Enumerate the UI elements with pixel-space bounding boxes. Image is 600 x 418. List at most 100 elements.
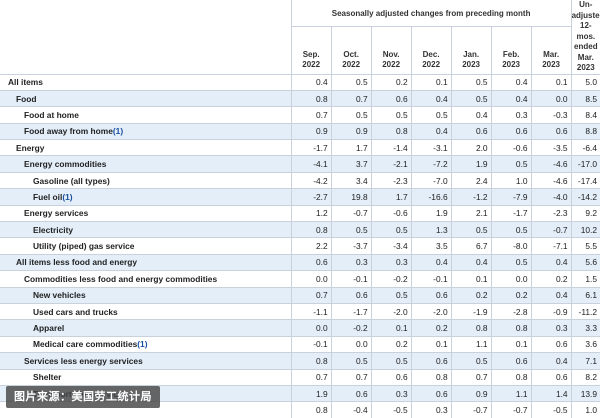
value-cell: 0.4 [490,89,532,107]
value-cell: 0.8 [290,89,332,107]
footnote-link[interactable]: (1) [137,339,148,350]
row-label: Food away from home(1) [0,122,292,140]
value-cell: 2.4 [450,171,492,189]
table-row: Food away from home(1) 0.9 0.9 0.8 0.4 0.6 0.6… [0,122,600,140]
value-cell-12mo: -6.4 [570,139,600,156]
value-cell-12mo: 8.2 [570,368,600,386]
value-cell: -2.3 [370,171,412,189]
value-cell: 0.8 [450,319,492,337]
value-cell: 0.6 [450,122,492,140]
value-cell-12mo: 8.8 [570,122,600,140]
month-header-month: Feb. [502,49,520,59]
value-cell: 0.8 [290,352,332,370]
value-cell: 0.9 [290,122,332,140]
value-cell: 0.0 [290,319,332,337]
footnote-link[interactable]: (1) [62,191,73,202]
value-cell: -0.2 [370,270,412,288]
value-cell: 0.7 [330,89,372,107]
value-cell: 0.2 [530,270,572,288]
table-row: New vehicles 0.7 0.6 0.5 0.6 0.2 0.2 0.4 6.1 [0,286,600,304]
row-label-text: New vehicles [33,290,86,301]
month-header: Sep. 2022 [290,26,332,74]
value-cell: 0.0 [330,335,372,353]
row-label-text: Apparel [33,323,65,334]
value-cell: -0.7 [530,221,572,238]
row-label: Commodities less food and energy commodi… [0,270,292,288]
value-cell: 0.2 [450,286,492,304]
value-cell: 0.5 [330,221,372,238]
month-header-month: Mar. [543,49,560,59]
value-cell: 1.9 [290,384,332,402]
table-row: Energy -1.7 1.7 -1.4 -3.1 2.0 -0.6 -3.5 -6.4 [0,139,600,156]
table-row: Gasoline (all types) -4.2 3.4 -2.3 -7.0 2.4 1.… [0,171,600,189]
row-label: Utility (piped) gas service [0,237,292,255]
table-row: Services less energy services 0.8 0.5 0.5 0.… [0,352,600,370]
value-cell: 0.6 [370,368,412,386]
row-label-text: Food at home [24,109,79,120]
row-label: Medical care commodities(1) [0,335,292,353]
value-cell: 0.3 [530,319,572,337]
value-cell: 0.1 [410,335,452,353]
value-cell-12mo: 7.1 [570,352,600,370]
table-row: Utility (piped) gas service 2.2 -3.7 -3.4 3.… [0,237,600,255]
value-cell-12mo: 5.5 [570,237,600,255]
value-cell: 0.7 [330,368,372,386]
row-label-text: Utility (piped) gas service [33,241,135,252]
value-cell: 0.5 [330,73,372,91]
value-cell: 19.8 [330,188,372,206]
table-row: Energy services 1.2 -0.7 -0.6 1.9 2.1 -1.7 -2.3… [0,204,600,222]
value-cell: 0.4 [410,122,452,140]
value-cell: 2.1 [450,204,492,222]
header-12mo-line: Mar. 2023 [576,52,595,73]
value-cell: 0.0 [530,89,572,107]
value-cell: 0.6 [530,122,572,140]
value-cell: 0.6 [530,335,572,353]
footnote-link[interactable]: (1) [112,126,124,137]
row-label: All items [0,73,292,91]
value-cell: 0.2 [370,73,412,91]
value-cell: 0.3 [410,401,452,418]
value-cell: 3.4 [330,171,372,189]
value-cell-12mo: 10.2 [570,221,600,238]
row-label-text: Food [16,93,37,104]
value-cell: 0.6 [410,352,452,370]
value-cell: 0.4 [530,352,572,370]
table-row: All items 0.4 0.5 0.2 0.1 0.5 0.4 0.1 5.0 [0,73,600,91]
value-cell: -2.0 [370,302,412,320]
value-cell: 0.2 [490,286,532,304]
value-cell: 0.1 [410,73,452,91]
value-cell: 0.3 [370,253,412,271]
row-label-text: Used cars and trucks [33,306,118,317]
month-header-month: Sep. [302,49,320,59]
month-header-year: 2022 [382,59,401,69]
month-header-year: 2022 [302,59,321,69]
value-cell-12mo: 5.0 [570,73,600,91]
value-cell: 0.7 [450,368,492,386]
value-cell: 0.5 [370,286,412,304]
row-label-text: Energy services [24,208,89,219]
table-row: Shelter 0.7 0.7 0.6 0.8 0.7 0.8 0.6 8.2 [0,368,600,386]
value-cell-12mo: 3.6 [570,335,600,353]
value-cell: -3.7 [330,237,372,255]
value-cell: -0.4 [330,401,372,418]
value-cell: 0.6 [410,384,452,402]
table-row: Food 0.8 0.7 0.6 0.4 0.5 0.4 0.0 8.5 [0,89,600,107]
value-cell: 0.4 [490,73,532,91]
value-cell: 0.2 [410,319,452,337]
value-cell-12mo: 3.3 [570,319,600,337]
value-cell-12mo: 8.5 [570,89,600,107]
value-cell-12mo: -14.2 [570,188,600,206]
value-cell: -2.3 [530,204,572,222]
month-header-year: 2023 [462,59,480,69]
table-body: All items 0.4 0.5 0.2 0.1 0.5 0.4 0.1 5.0 Food 0.8… [0,73,600,418]
value-cell: 2.0 [450,139,492,156]
row-label-text: All items less food and energy [16,257,138,268]
value-cell: -1.2 [450,188,492,206]
value-cell: -4.0 [530,188,572,206]
value-cell: 3.5 [410,237,452,255]
value-cell: -1.1 [290,302,332,320]
table-row: Food at home 0.7 0.5 0.5 0.5 0.4 0.3 -0.3 8.4 [0,106,600,124]
value-cell: 0.6 [370,89,412,107]
row-label: Energy services [0,204,292,222]
table-header: Seasonally adjusted changes from precedi… [0,0,600,74]
